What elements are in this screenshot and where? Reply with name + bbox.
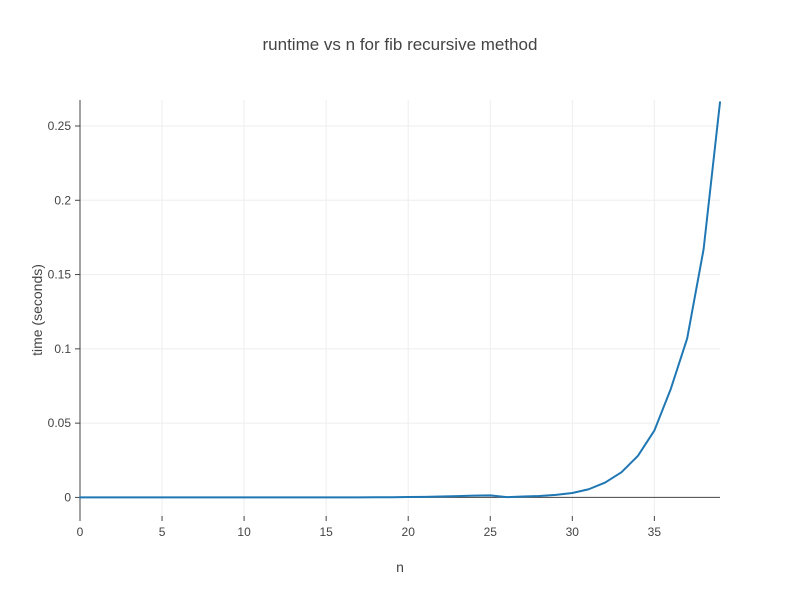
x-tick-label: 10 — [237, 525, 251, 539]
y-tick-label: 0.1 — [54, 342, 71, 356]
tick-labels: 0 5 10 15 20 25 30 35 0 0.05 0.1 0.15 0.2 0.25 — [48, 119, 662, 539]
y-axis-title: time (seconds) — [29, 264, 45, 356]
x-tick-label: 5 — [159, 525, 166, 539]
x-tick-label: 30 — [566, 525, 580, 539]
y-tick-label: 0.25 — [48, 119, 72, 133]
x-tick-label: 0 — [77, 525, 84, 539]
y-tick-label: 0.2 — [54, 193, 71, 207]
series-lines — [80, 102, 720, 497]
x-tick-label: 20 — [402, 525, 416, 539]
y-tick-label: 0.05 — [48, 416, 72, 430]
y-tick-label: 0.15 — [48, 268, 72, 282]
x-axis-title: n — [396, 559, 404, 575]
x-tick-label: 15 — [319, 525, 333, 539]
chart-title: runtime vs n for fib recursive method — [263, 35, 538, 54]
y-tick-label: 0 — [64, 490, 71, 504]
series-line — [80, 102, 720, 497]
x-tick-label: 35 — [648, 525, 662, 539]
grid-lines — [80, 100, 720, 516]
x-tick-label: 25 — [484, 525, 498, 539]
